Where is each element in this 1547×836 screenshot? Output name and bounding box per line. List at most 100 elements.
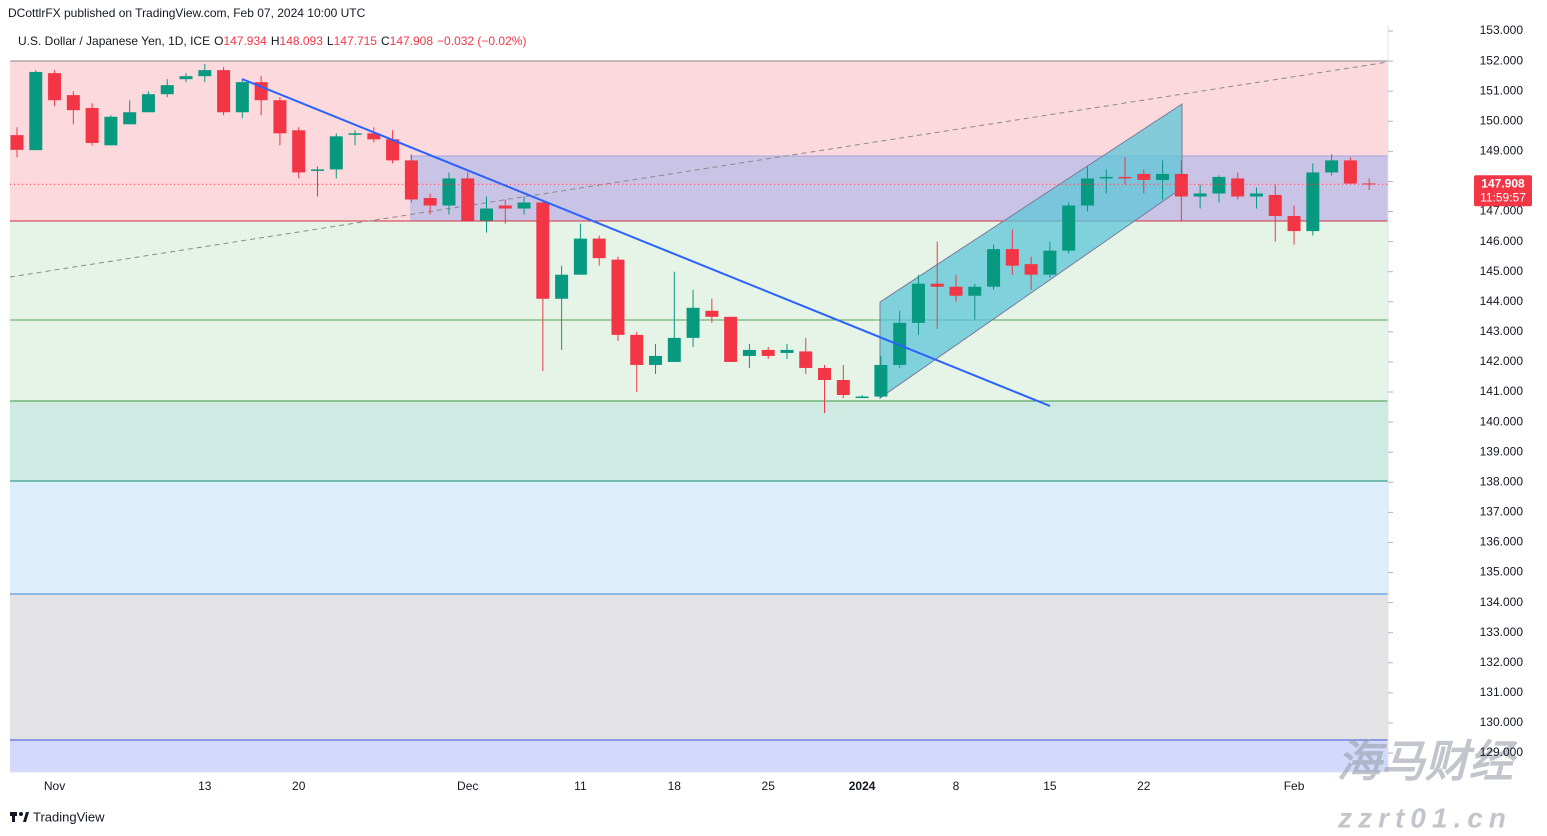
- candle-body: [1024, 264, 1038, 275]
- candle-body: [630, 334, 644, 365]
- candle-body: [235, 82, 249, 113]
- y-tick-label: 144.000: [1480, 294, 1524, 308]
- x-tick-label: Dec: [457, 779, 478, 793]
- ohlc-value: 147.934: [223, 34, 267, 48]
- logo-part: [12, 812, 15, 822]
- candle-body: [1343, 160, 1357, 184]
- y-tick-label: 136.000: [1480, 535, 1524, 549]
- change: −0.032 (−0.02%): [437, 34, 526, 48]
- candle-body: [273, 100, 287, 134]
- candle-body: [1005, 249, 1019, 266]
- price-badge-countdown: 11:59:57: [1480, 190, 1526, 204]
- logo-part: [19, 812, 23, 816]
- candle-body: [611, 259, 625, 335]
- price-badge-value: 147.908: [1481, 176, 1525, 190]
- candle-body: [461, 178, 475, 221]
- x-tick-label: 15: [1043, 779, 1057, 793]
- candle-body: [198, 70, 212, 77]
- x-tick-label: Feb: [1284, 779, 1305, 793]
- candle-body: [1325, 160, 1339, 173]
- candle-body: [141, 94, 155, 113]
- candle-body: [423, 197, 437, 206]
- y-tick-label: 141.000: [1480, 384, 1524, 398]
- x-tick-label: 8: [953, 779, 960, 793]
- candle-body: [292, 130, 306, 173]
- y-tick-label: 131.000: [1480, 685, 1524, 699]
- candle-body: [573, 238, 587, 275]
- candle-body: [1156, 173, 1170, 180]
- y-tick-label: 139.000: [1480, 444, 1524, 458]
- price-badge: [1474, 175, 1532, 207]
- candle-body: [1249, 193, 1263, 197]
- candle-body: [498, 205, 512, 209]
- y-tick-label: 138.000: [1480, 474, 1524, 488]
- ohlc-value: 148.093: [280, 34, 324, 48]
- candle-body: [329, 136, 343, 170]
- candle-body: [555, 274, 569, 299]
- y-tick-label: 150.000: [1480, 113, 1524, 127]
- y-tick-label: 145.000: [1480, 264, 1524, 278]
- ohlc-key: O: [214, 34, 223, 48]
- candle-body: [987, 249, 1001, 287]
- publisher: DCottlrFX published on TradingView.com, …: [8, 6, 366, 20]
- candle-body: [1062, 205, 1076, 251]
- x-tick-label: 18: [668, 779, 682, 793]
- watermark: 海马财经: [1337, 738, 1518, 787]
- candle-body: [160, 85, 174, 95]
- candle-body: [104, 116, 118, 146]
- candle-body: [799, 351, 813, 368]
- candle-body: [667, 337, 681, 362]
- symbol: U.S. Dollar / Japanese Yen, 1D, ICE: [18, 34, 210, 48]
- y-tick-label: 134.000: [1480, 595, 1524, 609]
- y-tick-label: 137.000: [1480, 505, 1524, 519]
- candle-body: [686, 307, 700, 338]
- candle-body: [66, 95, 80, 111]
- y-tick-label: 149.000: [1480, 144, 1524, 158]
- ohlc-key: H: [271, 34, 280, 48]
- candle-body: [592, 238, 606, 259]
- candle-body: [85, 108, 99, 143]
- y-tick-label: 143.000: [1480, 324, 1524, 338]
- candle-body: [724, 316, 738, 362]
- ohlc-value: 147.715: [334, 34, 378, 48]
- candle-body: [10, 135, 24, 150]
- candle-body: [874, 364, 888, 397]
- marks: [10, 64, 1388, 414]
- candle-body: [1362, 183, 1376, 185]
- candle-body: [742, 349, 756, 356]
- y-tick-label: 151.000: [1480, 83, 1524, 97]
- zone-grey: [10, 594, 1388, 740]
- ohlc-value: 147.908: [390, 34, 434, 48]
- x-tick-label: 25: [762, 779, 776, 793]
- y-tick-label: 132.000: [1480, 655, 1524, 669]
- candle-body: [404, 160, 418, 200]
- candle-body: [123, 112, 137, 125]
- candle-body: [911, 283, 925, 323]
- candle-body: [442, 178, 456, 206]
- candle-body: [761, 349, 775, 356]
- candle-body: [1268, 194, 1282, 217]
- candle-body: [1174, 173, 1188, 197]
- candle-body: [649, 355, 663, 365]
- candle-body: [310, 169, 324, 171]
- candle-body: [1043, 250, 1057, 275]
- x-tick-label: 11: [574, 779, 587, 793]
- candle-body: [836, 379, 850, 396]
- x-tick-label: 22: [1137, 779, 1151, 793]
- candle-body: [48, 73, 62, 101]
- brand: TradingView: [10, 809, 105, 824]
- y-tick-label: 153.000: [1480, 23, 1524, 37]
- ohlc-key: L: [327, 34, 334, 48]
- y-tick-label: 133.000: [1480, 625, 1524, 639]
- candle-body: [517, 202, 531, 209]
- x-tick-label: 20: [292, 779, 306, 793]
- candle-body: [1099, 176, 1113, 179]
- ohlc-key: C: [381, 34, 390, 48]
- candle-body: [179, 76, 193, 80]
- candle-body: [1212, 176, 1226, 194]
- y-tick-label: 129.000: [1480, 745, 1524, 759]
- symbol-legend: U.S. Dollar / Japanese Yen, 1D, ICE O147.…: [18, 34, 526, 48]
